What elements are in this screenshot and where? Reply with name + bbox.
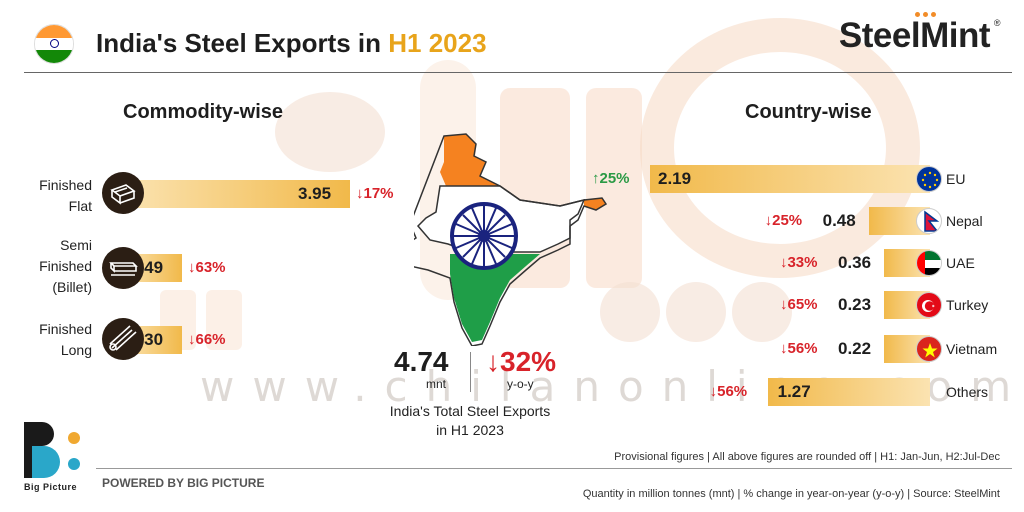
label-line: Finished — [39, 321, 92, 337]
total-change-value: 32% — [500, 346, 557, 377]
big-picture-name: Big Picture — [24, 482, 78, 492]
country-value-label: 2.19 — [658, 169, 692, 188]
watermark-shape — [666, 282, 726, 342]
down-arrow-icon: ↓ — [356, 185, 364, 202]
country-label-vietnam: Vietnam — [946, 341, 998, 357]
commodity-change-label: ↓63% — [188, 259, 226, 276]
label-line: Long — [60, 342, 92, 358]
billet-icon — [102, 247, 144, 289]
label-line: (Billet) — [52, 279, 92, 295]
total-caption-line: India's Total Steel Exports — [389, 403, 551, 419]
country-value-label: 0.36 — [837, 253, 872, 272]
commodity-label-finished-flat: Finished Flat — [18, 175, 92, 217]
label-line: Finished — [39, 177, 92, 193]
country-change-label: ↓33% — [780, 254, 818, 271]
country-label-nepal: Nepal — [946, 213, 983, 229]
country-change-label: ↓25% — [765, 212, 803, 229]
commodity-bar — [124, 180, 350, 208]
watermark-shape — [640, 18, 920, 278]
country-bar — [767, 378, 930, 406]
change-value: 17% — [363, 185, 394, 202]
india-map — [414, 133, 608, 346]
down-arrow-icon: ↓ — [764, 212, 773, 229]
down-arrow-icon: ↓ — [780, 340, 788, 357]
up-arrow-icon: ↑ — [592, 170, 600, 187]
country-label-eu: EU — [946, 171, 966, 187]
big-picture-logo — [24, 422, 80, 478]
steel-rod-icon — [102, 318, 144, 360]
country-value-label: 0.22 — [838, 339, 872, 358]
country-value-label: 0.48 — [822, 211, 856, 230]
header-divider — [24, 72, 1012, 73]
total-change: ↓32% — [486, 346, 556, 378]
commodity-change-label: ↓66% — [188, 331, 226, 348]
country-section-title: Country-wise — [745, 101, 872, 123]
watermark-shape — [206, 290, 242, 350]
total-caption-line: in H1 2023 — [436, 422, 504, 438]
label-line: Semi — [60, 237, 92, 253]
down-arrow-icon: ↓ — [188, 331, 196, 348]
commodity-change-label: ↓17% — [356, 185, 394, 202]
total-change-unit: y-o-y — [507, 377, 534, 391]
change-value: 56% — [787, 340, 818, 357]
uae-flag-icon — [916, 250, 942, 276]
down-arrow-icon: ↓ — [709, 383, 718, 400]
turkey-flag-icon — [916, 292, 942, 318]
country-label-uae: UAE — [946, 255, 975, 271]
title-accent: H1 2023 — [388, 28, 487, 58]
country-label-others: Others — [946, 384, 989, 400]
steel-coil-icon — [102, 172, 144, 214]
country-bar — [650, 165, 930, 193]
title-main: India's Steel Exports in — [96, 28, 389, 58]
change-value: 56% — [717, 383, 748, 400]
india-flag-icon — [34, 24, 74, 64]
vietnam-flag-icon — [916, 336, 942, 362]
country-value-label: 1.27 — [777, 382, 811, 401]
change-value: 25% — [599, 170, 630, 187]
label-line: Finished — [39, 258, 92, 274]
total-value: 4.74 — [394, 346, 449, 377]
change-value: 65% — [787, 296, 818, 313]
steelmint-logo: SteelMint ® — [838, 12, 1001, 56]
change-value: 63% — [195, 259, 226, 276]
logo-dots-icon — [914, 12, 936, 17]
map-saffron-region — [440, 134, 500, 186]
powered-by: POWERED BY BIG PICTURE — [102, 476, 265, 490]
country-change-label: ↑25% — [592, 170, 630, 187]
map-outline — [414, 133, 608, 346]
logo-registered: ® — [993, 18, 1001, 28]
commodity-value-label: 3.95 — [298, 184, 332, 203]
down-arrow-icon: ↓ — [188, 259, 196, 276]
eu-flag-icon — [916, 166, 942, 192]
label-line: Flat — [68, 198, 92, 214]
total-separator — [470, 352, 471, 392]
footer-note-units: Quantity in million tonnes (mnt) | % cha… — [582, 488, 1000, 500]
footer-divider — [96, 468, 1012, 469]
page-title: India's Steel Exports in H1 2023 — [96, 28, 487, 59]
country-change-label: ↓56% — [710, 383, 748, 400]
watermark-shape — [275, 92, 385, 172]
change-value: 33% — [787, 254, 818, 271]
logo-text: SteelMint — [838, 16, 991, 55]
down-arrow-icon: ↓ — [780, 296, 788, 313]
change-value: 66% — [195, 331, 226, 348]
commodity-label-finished-long: Finished Long — [18, 319, 92, 361]
watermark-shape — [600, 282, 660, 342]
commodity-label-semi-finished: Semi Finished (Billet) — [18, 235, 92, 298]
down-arrow-icon: ↓ — [779, 254, 788, 271]
down-arrow-icon: ↓ — [486, 346, 500, 377]
map-green-region — [450, 254, 540, 342]
country-change-label: ↓56% — [780, 340, 818, 357]
total-unit: mnt — [426, 377, 447, 391]
country-value-label: 0.23 — [838, 295, 872, 314]
nepal-flag-icon — [916, 208, 942, 234]
change-value: 25% — [772, 212, 803, 229]
watermark-shape — [732, 282, 792, 342]
total-caption: India's Total Steel Exports in H1 2023 — [380, 402, 560, 440]
commodity-section-title: Commodity-wise — [123, 101, 284, 123]
country-change-label: ↓65% — [780, 296, 818, 313]
footer-note-provisional: Provisional figures | All above figures … — [614, 451, 1000, 463]
country-label-turkey: Turkey — [946, 297, 989, 313]
watermark-shape — [586, 88, 642, 288]
